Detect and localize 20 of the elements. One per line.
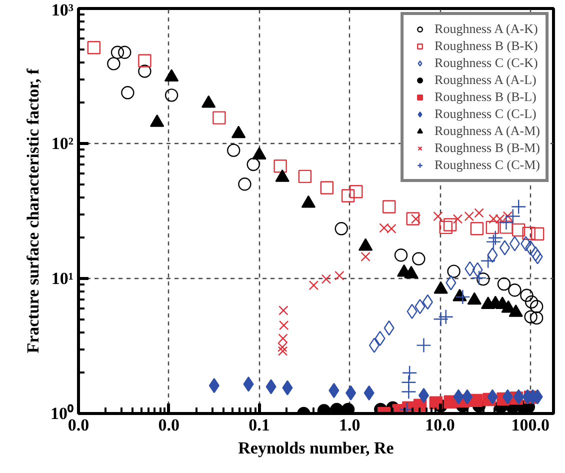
legend-label: Roughness B (B-L) bbox=[434, 89, 536, 105]
legend-label: Roughness C (C-K) bbox=[434, 55, 538, 71]
legend-label: Roughness A (A-M) bbox=[434, 123, 540, 139]
legend-label: Roughness A (A-K) bbox=[434, 21, 538, 37]
x-tick-label: 10.0 bbox=[425, 416, 455, 434]
x-tick-label: 0.0 bbox=[68, 416, 90, 434]
x-tick-label: 100.0 bbox=[511, 416, 550, 434]
y-tick-label: 10³ bbox=[51, 0, 74, 20]
legend-label: Roughness B (B-K) bbox=[434, 38, 538, 54]
legend-label: Roughness C (C-L) bbox=[434, 106, 536, 122]
x-tick-label: 0.0 bbox=[158, 416, 180, 434]
y-tick-label: 10¹ bbox=[51, 269, 74, 288]
legend-label: Roughness C (C-M) bbox=[434, 157, 540, 173]
y-tick-label: 10² bbox=[51, 134, 74, 153]
y-axis-title: Fracture surface characteristic factor, f bbox=[24, 68, 42, 354]
x-tick-label: 1.0 bbox=[339, 416, 360, 434]
x-axis-title: Reynolds number, Re bbox=[238, 438, 394, 458]
legend-label: Roughness B (B-M) bbox=[434, 140, 540, 156]
x-tick-label: 0.1 bbox=[248, 416, 270, 434]
legend-label: Roughness A (A-L) bbox=[434, 72, 536, 88]
